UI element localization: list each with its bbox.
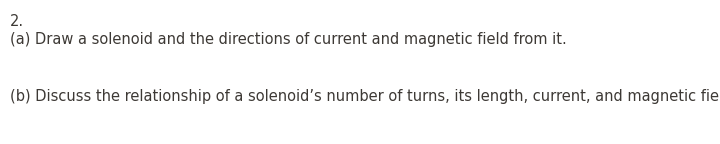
Text: (b) Discuss the relationship of a solenoid’s number of turns, its length, curren: (b) Discuss the relationship of a soleno… [10, 89, 720, 104]
Text: 2.: 2. [10, 14, 24, 29]
Text: (a) Draw a solenoid and the directions of current and magnetic field from it.: (a) Draw a solenoid and the directions o… [10, 32, 567, 47]
